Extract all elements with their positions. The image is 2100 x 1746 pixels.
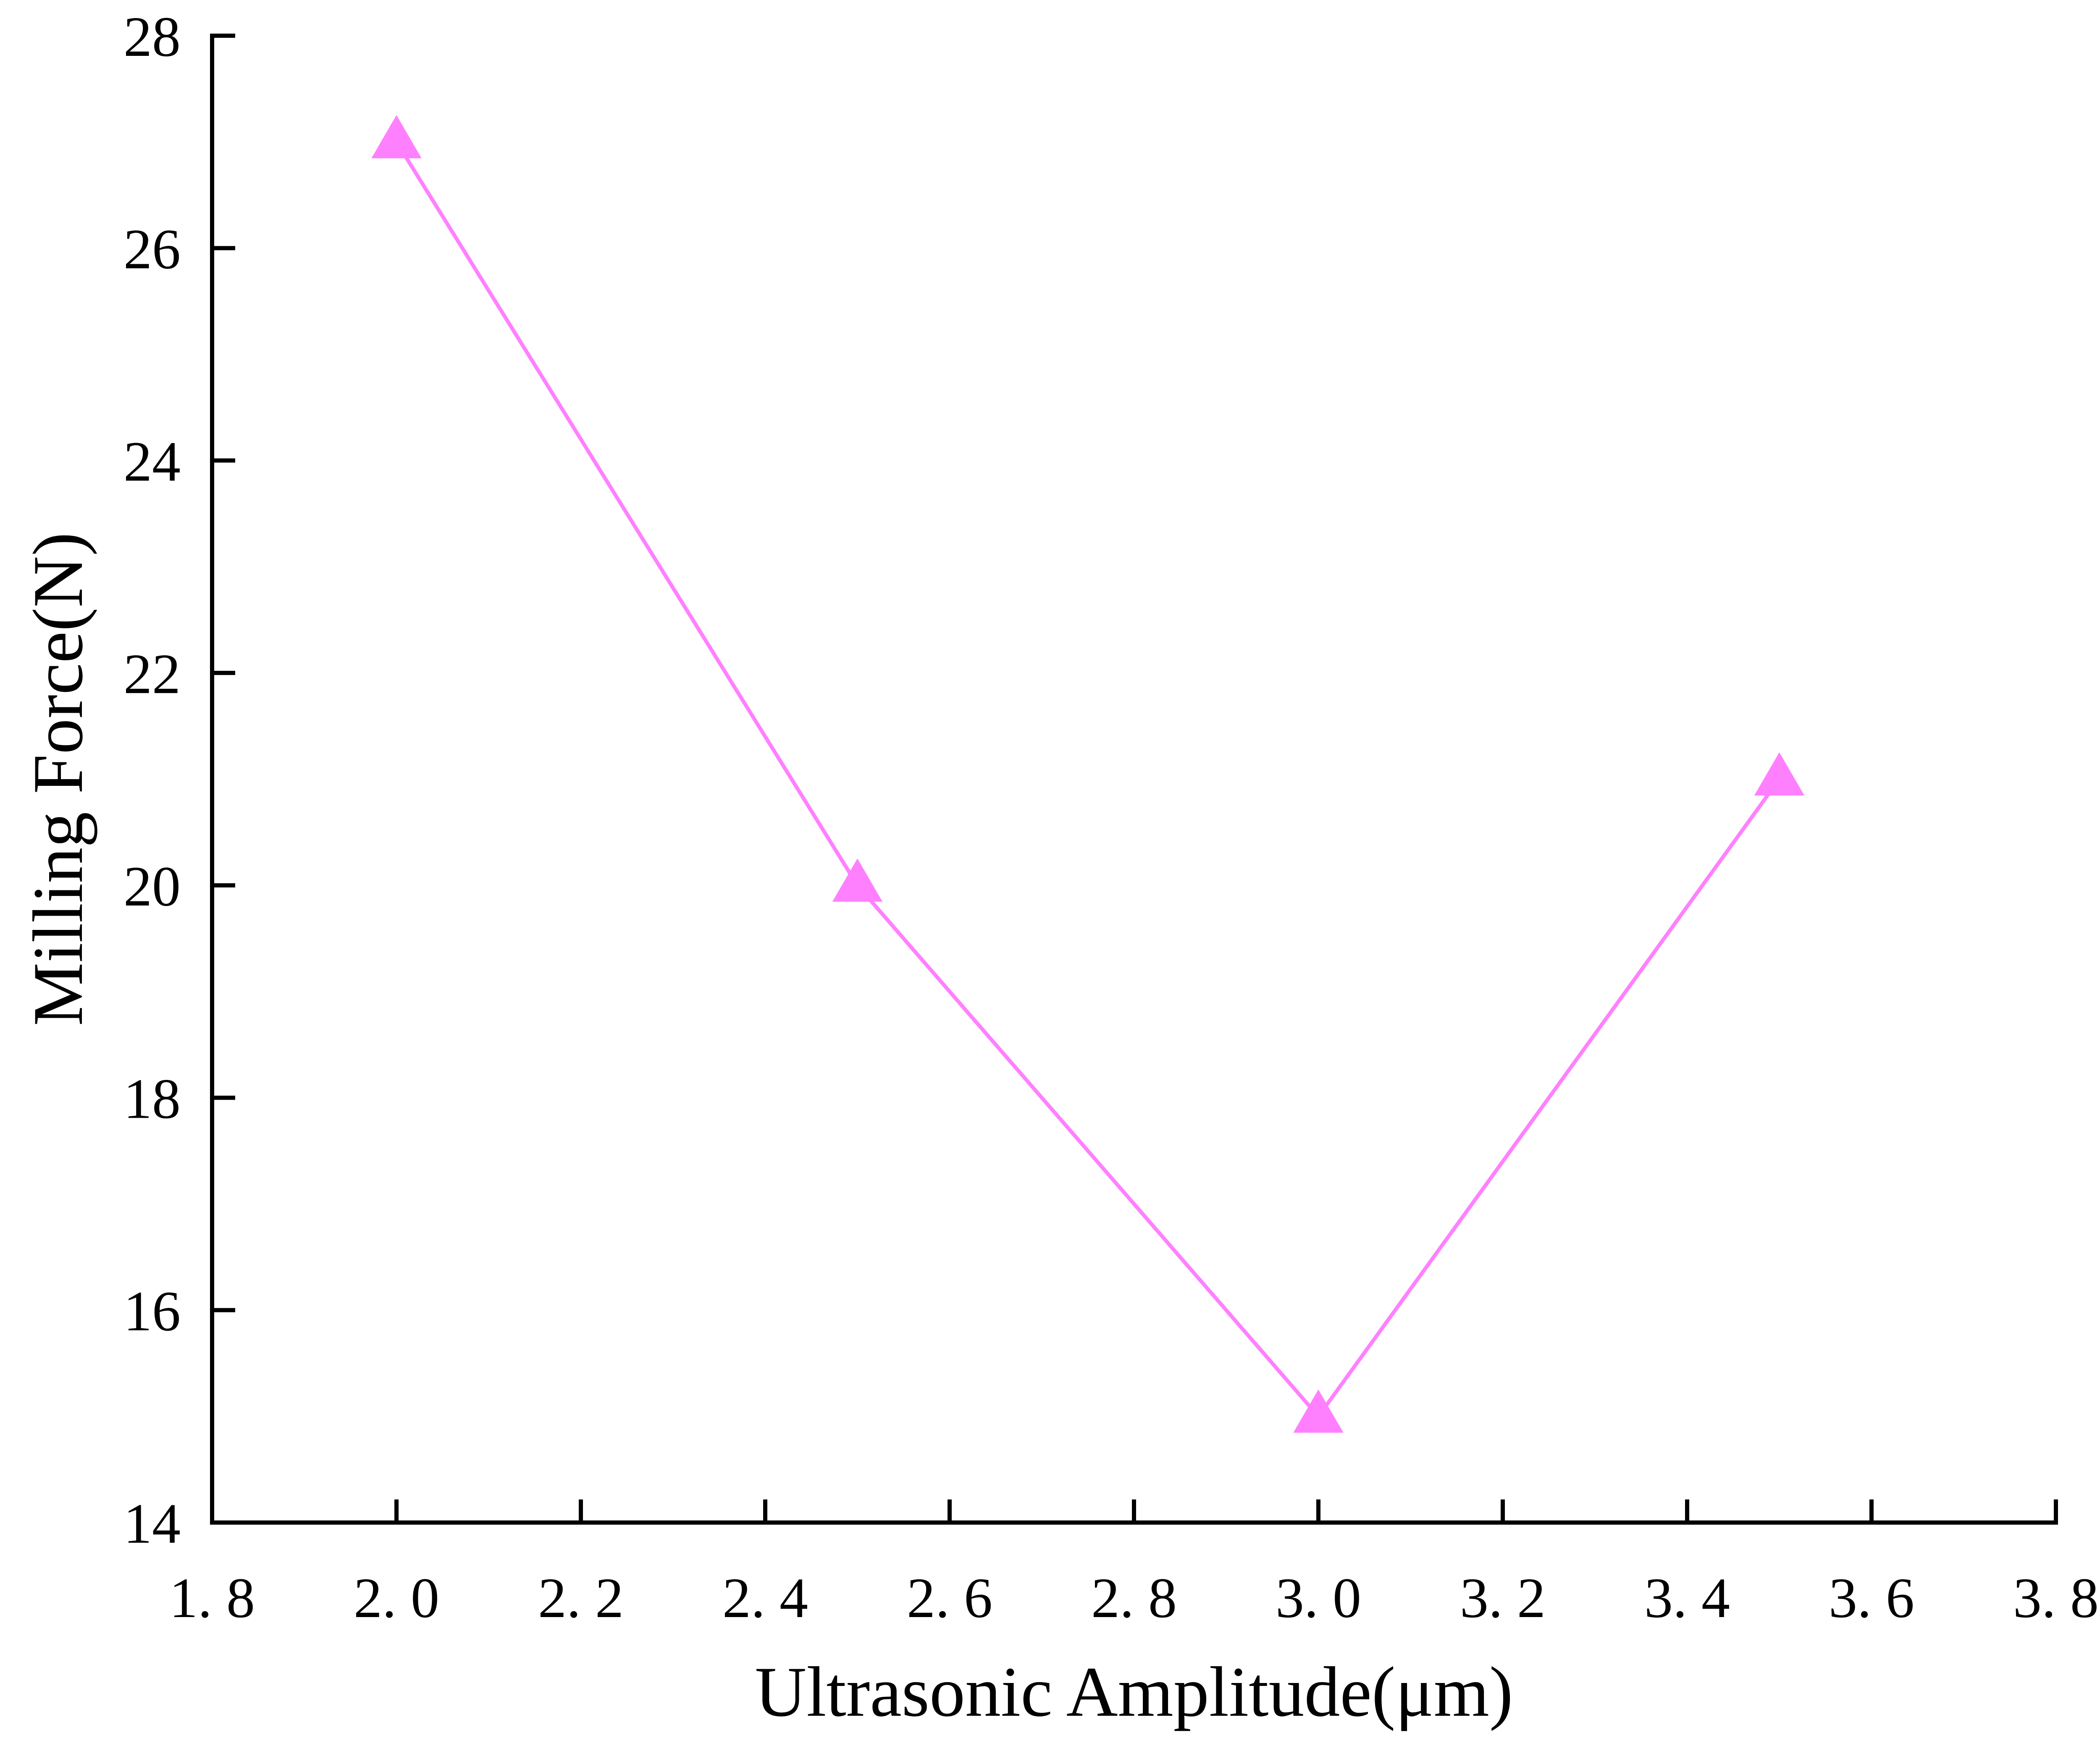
x-ticks: 1. 8 2. 0 2. 2 2. 4 2. 6 2. 8 3. 0 3. 2 3. 4 3. 6… xyxy=(169,1499,2099,1630)
y-tick-label: 26 xyxy=(123,218,181,281)
x-axis-title: Ultrasonic Amplitude(μm) xyxy=(755,1652,1513,1731)
y-tick-label: 20 xyxy=(123,855,181,918)
data-point-marker xyxy=(1754,752,1805,796)
y-tick-label: 22 xyxy=(123,643,181,706)
y-tick-label: 28 xyxy=(123,5,181,68)
series-line xyxy=(395,141,1781,1420)
x-tick-label: 3. 4 xyxy=(1644,1567,1730,1630)
x-tick-label: 3. 8 xyxy=(2013,1567,2099,1630)
y-tick-label: 14 xyxy=(123,1492,181,1555)
x-tick-label: 3. 0 xyxy=(1276,1567,1361,1630)
y-tick-label: 18 xyxy=(123,1068,181,1131)
x-tick-label: 2. 0 xyxy=(354,1567,439,1630)
x-tick-label: 2. 6 xyxy=(907,1567,992,1630)
y-axis-title: Milling Force(N) xyxy=(18,532,97,1026)
data-point-marker xyxy=(1293,1389,1344,1433)
series-layer xyxy=(371,115,1805,1433)
y-tick-label: 24 xyxy=(123,430,181,493)
x-tick-label: 2. 4 xyxy=(722,1567,808,1630)
y-ticks: 14 16 18 20 22 24 26 28 xyxy=(123,5,235,1555)
x-tick-label: 3. 6 xyxy=(1829,1567,1914,1630)
y-tick-label: 16 xyxy=(123,1280,181,1343)
data-point-marker xyxy=(371,115,422,158)
data-point-marker xyxy=(832,858,883,902)
x-tick-label: 3. 2 xyxy=(1460,1567,1546,1630)
x-tick-label: 1. 8 xyxy=(169,1567,255,1630)
x-tick-label: 2. 8 xyxy=(1091,1567,1177,1630)
x-tick-label: 2. 2 xyxy=(538,1567,624,1630)
